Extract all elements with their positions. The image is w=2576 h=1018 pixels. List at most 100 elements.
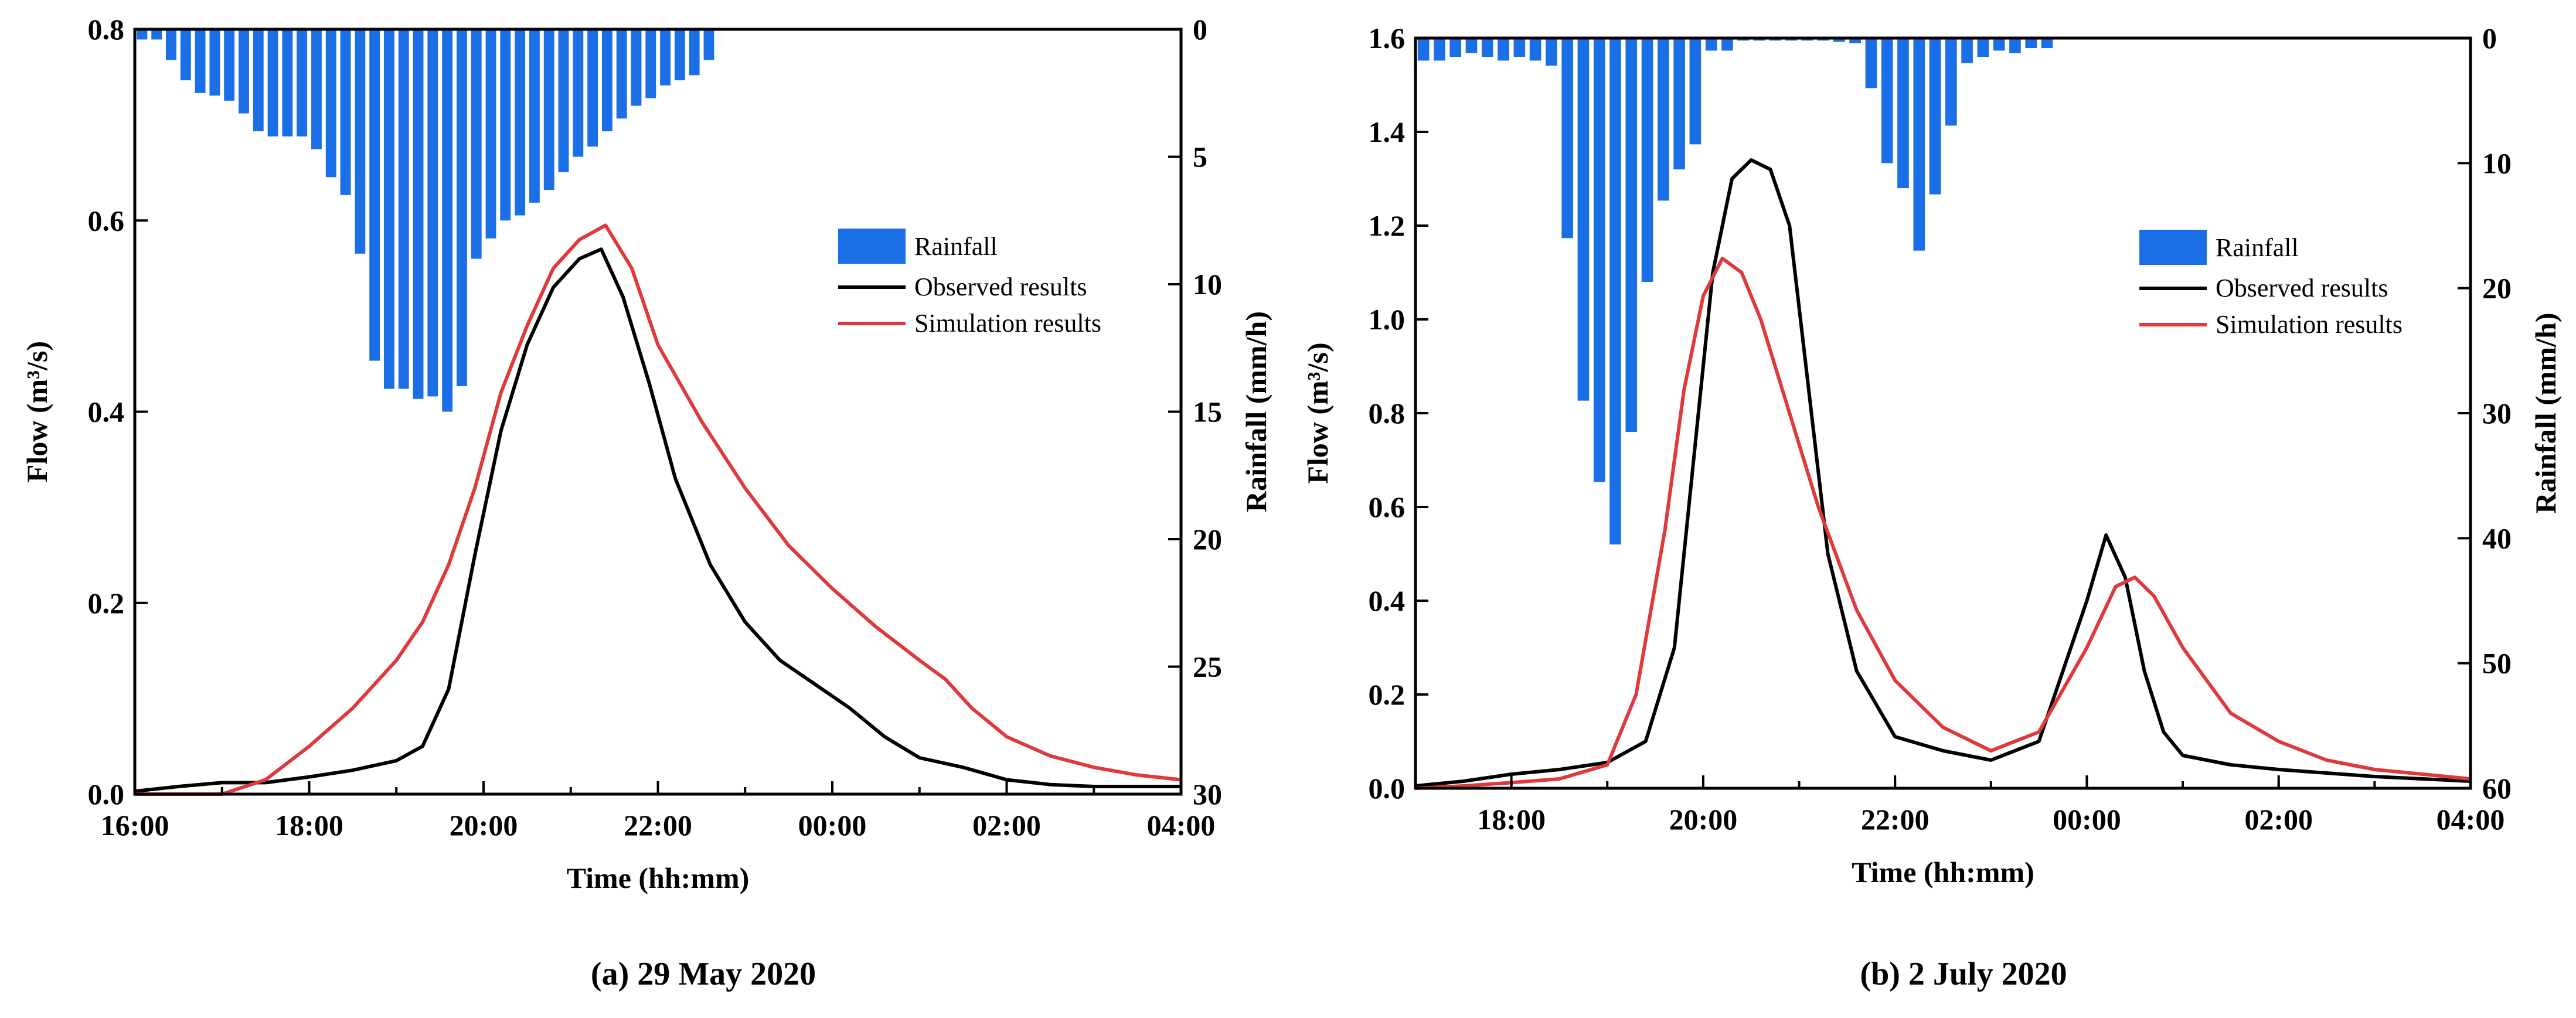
y-left-tick-label: 1.6 bbox=[1369, 22, 1406, 55]
x-axis-label: Time (hh:mm) bbox=[1852, 856, 2034, 888]
y-left-tick-label: 0.2 bbox=[1369, 678, 1406, 711]
x-tick-label: 18:00 bbox=[275, 809, 343, 842]
rainfall-bar bbox=[529, 29, 540, 203]
x-tick-label: 20:00 bbox=[1669, 803, 1738, 836]
x-tick-label: 00:00 bbox=[2053, 803, 2121, 836]
panel-caption: (b) 2 July 2020 bbox=[1860, 956, 2067, 992]
rainfall-bar bbox=[645, 29, 656, 98]
observed-line bbox=[134, 247, 1181, 794]
rainfall-bar bbox=[703, 29, 714, 60]
legend-simulation-label: Simulation results bbox=[914, 309, 1101, 338]
y-left-tick-label: 1.4 bbox=[1369, 115, 1406, 148]
rainfall-bar bbox=[1881, 38, 1893, 164]
y-left-tick-label: 1.0 bbox=[1369, 303, 1406, 336]
y-left-axis-label: Flow (m³/s) bbox=[1301, 342, 1334, 484]
observed-line bbox=[1415, 158, 2471, 788]
x-tick-label: 22:00 bbox=[1861, 803, 1930, 836]
rainfall-bar bbox=[239, 29, 249, 114]
y-left-tick-label: 1.2 bbox=[1369, 209, 1406, 242]
chart-panel-a: 16:00 18:00 20:00 22:00 00:00 02:00 04:00 0.0 0.… bbox=[21, 13, 1272, 992]
y-right-tick-label: 0 bbox=[1193, 13, 1207, 46]
legend-observed-label: Observed results bbox=[2216, 274, 2388, 302]
x-tick-label: 04:00 bbox=[2437, 803, 2505, 836]
y-right-tick-label: 10 bbox=[1193, 268, 1222, 301]
rainfall-bar bbox=[1577, 38, 1590, 401]
rainfall-bar bbox=[558, 29, 569, 172]
rainfall-bar bbox=[1417, 38, 1430, 61]
legend-rainfall-swatch bbox=[838, 229, 906, 264]
y-right-tick-label: 25 bbox=[1193, 651, 1222, 683]
rainfall-bar bbox=[1977, 38, 1989, 57]
rainfall-bar bbox=[2025, 38, 2037, 49]
caption-date: 29 May 2020 bbox=[629, 956, 816, 992]
rainfall-bar bbox=[1657, 38, 1669, 201]
y-left-tick-label: 0.4 bbox=[1369, 584, 1406, 617]
rainfall-bar bbox=[1673, 38, 1685, 169]
rainfall-bar bbox=[471, 29, 482, 259]
rainfall-bar bbox=[1529, 38, 1541, 61]
y-right-axis-label: Rainfall (mm/h) bbox=[2529, 312, 2562, 513]
panel-caption: (a) 29 May 2020 bbox=[591, 956, 816, 992]
y-right-tick-label: 5 bbox=[1193, 141, 1207, 173]
x-tick-label: 02:00 bbox=[972, 809, 1041, 842]
rainfall-bar bbox=[1833, 38, 1845, 42]
legend: Rainfall Observed results Simulation resul… bbox=[2139, 230, 2403, 339]
rainfall-bar bbox=[674, 29, 685, 80]
rainfall-bar bbox=[180, 29, 191, 80]
rainfall-bar bbox=[1961, 38, 1973, 63]
legend-rainfall-label: Rainfall bbox=[2216, 233, 2299, 262]
rainfall-bar bbox=[442, 29, 453, 412]
caption-date: 2 July 2020 bbox=[1900, 956, 2067, 992]
rainfall-bar bbox=[689, 29, 700, 76]
rainfall-bar bbox=[587, 29, 598, 147]
x-tick-label: 22:00 bbox=[624, 809, 692, 842]
y-right-axis-label: Rainfall (mm/h) bbox=[1240, 311, 1272, 512]
simulation-line bbox=[135, 223, 1182, 796]
rainfall-bar bbox=[1897, 38, 1909, 188]
rainfall-bar bbox=[413, 29, 424, 399]
rainfall-bar bbox=[1929, 38, 1941, 195]
y-right-tick-label: 15 bbox=[1193, 396, 1222, 428]
rainfall-bar bbox=[297, 29, 308, 137]
y-right-tick-label: 0 bbox=[2482, 22, 2497, 55]
rainfall-bar bbox=[1481, 38, 1493, 57]
rainfall-bar bbox=[2041, 38, 2053, 49]
legend: Rainfall Observed results Simulation resul… bbox=[838, 229, 1101, 338]
rainfall-bar bbox=[166, 29, 176, 60]
rainfall-bar bbox=[1849, 38, 1861, 43]
y-left-tick-label: 0.6 bbox=[1369, 491, 1406, 523]
rainfall-bar bbox=[1465, 38, 1478, 53]
rainfall-bar bbox=[543, 29, 554, 190]
x-axis-label: Time (hh:mm) bbox=[567, 862, 750, 894]
caption-prefix: (a) bbox=[591, 956, 629, 992]
rainfall-bar bbox=[151, 29, 162, 40]
legend-rainfall-swatch bbox=[2139, 230, 2207, 265]
rainfall-bar bbox=[1993, 38, 2005, 51]
rainfall-bar bbox=[1689, 38, 1702, 145]
y-right-tick-label: 20 bbox=[2482, 272, 2512, 305]
rainfall-bar bbox=[1561, 38, 1573, 239]
rainfall-bar bbox=[209, 29, 220, 96]
y-left-tick-label: 0.4 bbox=[88, 396, 125, 428]
chart-panel-b: 18:00 20:00 22:00 00:00 02:00 04:00 0.0 0.2 0.4 0… bbox=[1301, 22, 2562, 992]
x-tick-label: 20:00 bbox=[450, 809, 518, 842]
legend-simulation-label: Simulation results bbox=[2216, 310, 2403, 339]
rainfall-bar bbox=[1913, 38, 1925, 251]
x-tick-label: 16:00 bbox=[101, 809, 169, 842]
plot-frame bbox=[1414, 36, 2472, 790]
legend-observed-label: Observed results bbox=[914, 273, 1087, 301]
rainfall-bar bbox=[195, 29, 206, 93]
x-tick-label: 18:00 bbox=[1477, 803, 1546, 836]
caption-prefix: (b) bbox=[1860, 956, 1900, 992]
rainfall-bar bbox=[325, 29, 336, 178]
y-right-tick-label: 30 bbox=[1193, 778, 1222, 811]
legend-rainfall-label: Rainfall bbox=[914, 232, 998, 261]
y-right-tick-label: 20 bbox=[1193, 523, 1222, 556]
rainfall-bar bbox=[1609, 38, 1621, 544]
rainfall-bar bbox=[1498, 38, 1509, 61]
y-left-tick-label: 0.0 bbox=[1369, 772, 1406, 805]
x-tick-label: 04:00 bbox=[1147, 809, 1216, 842]
rainfall-bar bbox=[485, 29, 496, 239]
rainfall-bar bbox=[1945, 38, 1957, 126]
